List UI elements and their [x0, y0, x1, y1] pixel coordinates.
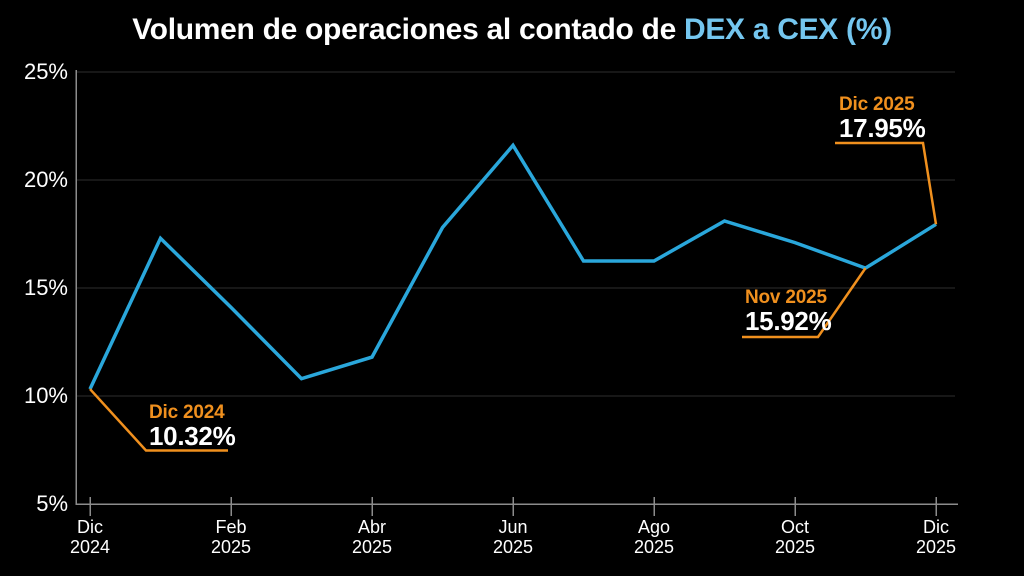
x-tick-label: Feb 2025: [189, 517, 273, 557]
x-tick-month: Ago: [637, 517, 671, 537]
annotation-leader-line: [89, 388, 228, 452]
annotation-leader-line: [742, 267, 867, 339]
x-tick-label: Oct 2025: [753, 517, 837, 557]
annotation-callout: Dic 2025 17.95%: [839, 94, 926, 143]
x-tick-month: Dic: [923, 517, 949, 537]
x-tick-year: 2025: [633, 537, 675, 557]
annotation-callout: Nov 2025 15.92%: [745, 287, 832, 336]
annotation-value-label: 15.92%: [745, 306, 832, 336]
y-tick-label: 20%: [23, 167, 68, 192]
annotation-value-label: 17.95%: [839, 113, 926, 143]
annotation-date-label: Dic 2025: [839, 94, 915, 115]
x-tick-year: 2024: [69, 537, 111, 557]
x-tick-month: Feb: [215, 517, 247, 537]
x-tick-label: Dic 2024: [48, 517, 132, 557]
chart-title-highlight: DEX a CEX (%): [683, 13, 892, 46]
x-tick-year: 2025: [351, 537, 393, 557]
chart-title-text: Volumen de operaciones al contado de: [132, 13, 684, 46]
y-tick-label: 15%: [23, 275, 68, 300]
x-tick-month: Dic: [77, 517, 103, 537]
data-line: [88, 142, 937, 390]
x-tick-year: 2025: [210, 537, 252, 557]
x-tick-label: Ago 2025: [612, 517, 696, 557]
x-tick-year: 2025: [492, 537, 534, 557]
y-tick-label: 5%: [36, 491, 68, 516]
annotation-callout: Dic 2024 10.32%: [149, 402, 236, 451]
annotation-date-label: Nov 2025: [745, 287, 827, 308]
y-tick-label: 10%: [23, 383, 68, 408]
x-tick-month: Oct: [780, 517, 809, 537]
x-tick-month: Jun: [498, 517, 528, 537]
x-tick-month: Abr: [357, 517, 386, 537]
x-tick-label: Abr 2025: [330, 517, 414, 557]
x-tick-label: Dic 2025: [894, 517, 978, 557]
y-tick-label: 25%: [23, 59, 68, 84]
annotation-value-label: 10.32%: [149, 421, 236, 451]
x-tick-label: Jun 2025: [471, 517, 555, 557]
x-tick-year: 2025: [915, 537, 957, 557]
x-tick-year: 2025: [774, 537, 816, 557]
annotation-leader-line: [835, 141, 938, 225]
annotation-date-label: Dic 2024: [149, 402, 225, 423]
chart-title: Volumen de operaciones al contado de DEX…: [0, 13, 1024, 47]
